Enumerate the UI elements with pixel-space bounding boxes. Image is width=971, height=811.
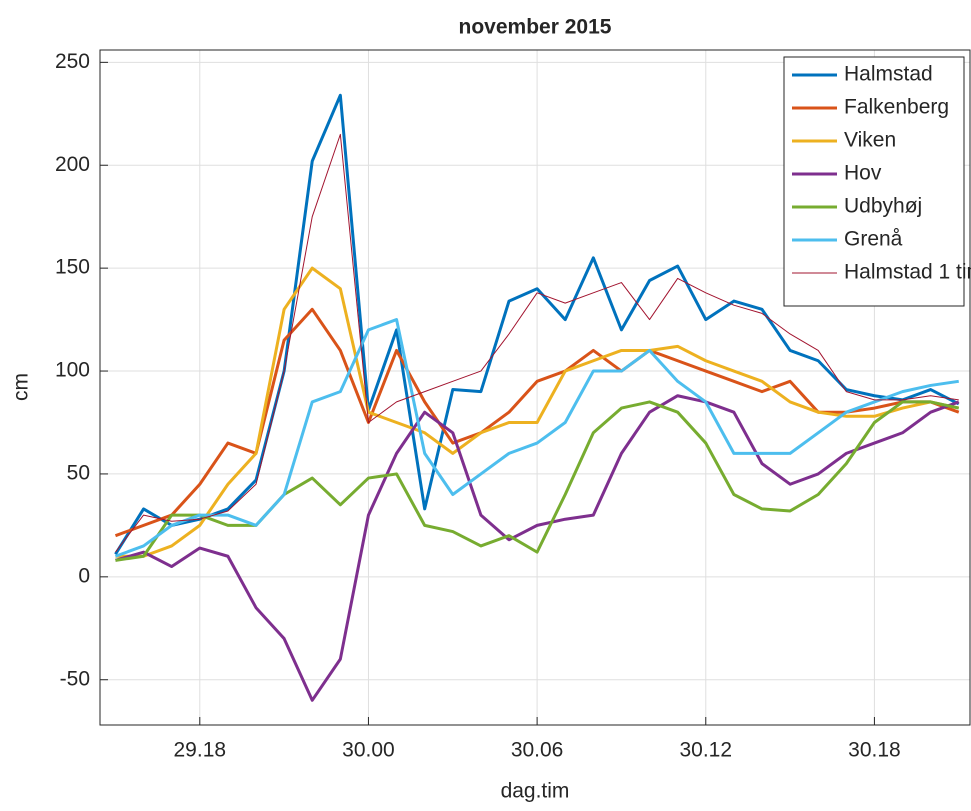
legend-box	[783, 56, 965, 307]
x-tick-label: 30.00	[342, 739, 395, 762]
chart-title: november 2015	[459, 16, 612, 39]
y-tick-label: 200	[55, 153, 90, 176]
series-line	[115, 266, 960, 558]
legend-label: Halmstad 1 tim	[844, 261, 971, 284]
plot-frame	[99, 49, 971, 726]
plot-lines	[114, 93, 960, 702]
legend-label: Falkenberg	[844, 96, 949, 119]
legend-label: Viken	[844, 129, 896, 152]
legend-label: Hov	[844, 162, 882, 185]
legend-label: Grenå	[844, 228, 903, 251]
x-tick-label: 30.06	[511, 739, 564, 762]
series-line	[115, 133, 959, 553]
series-line	[114, 318, 959, 558]
legend-label: Halmstad	[844, 63, 933, 86]
y-tick-label: 100	[55, 359, 90, 382]
y-axis-label: cm	[10, 373, 33, 401]
x-tick-label: 30.12	[679, 739, 732, 762]
x-tick-label: 29.18	[174, 739, 227, 762]
legend-label: Udbyhøj	[844, 195, 922, 218]
y-tick-label: 50	[67, 461, 90, 484]
y-tick-label: 0	[78, 564, 90, 587]
y-tick-label: 250	[55, 50, 90, 73]
series-line	[114, 93, 960, 555]
x-axis-label: dag.tim	[501, 780, 570, 803]
series-line	[115, 394, 960, 702]
x-tick-label: 30.18	[848, 739, 901, 762]
y-tick-label: -50	[60, 667, 90, 690]
y-tick-label: 150	[55, 256, 90, 279]
